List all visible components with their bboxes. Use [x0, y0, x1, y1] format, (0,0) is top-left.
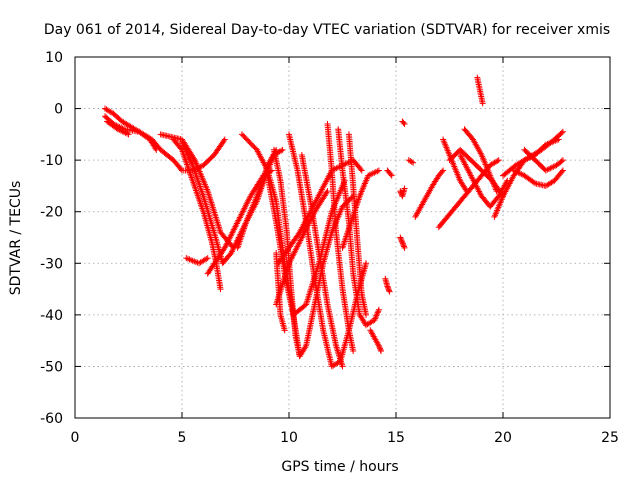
y-tick-label: -60 — [40, 411, 63, 427]
data-point-markers — [461, 126, 500, 195]
data-point-markers — [345, 131, 370, 318]
axis-ticks: 0 5 10 15 20 25 10 0 -10 -20 -30 -40 -50 -60 — [40, 50, 619, 446]
y-axis-label: SDTVAR / TECUs — [8, 181, 24, 296]
x-tick-label: 0 — [71, 430, 80, 446]
x-tick-label: 10 — [280, 430, 298, 446]
data-series-arc-39 — [521, 146, 566, 174]
chart-title: Day 061 of 2014, Sidereal Day-to-day VTE… — [44, 22, 610, 38]
data-point-markers — [183, 255, 211, 267]
y-tick-label: 10 — [45, 50, 63, 66]
data-series-arc-18 — [324, 121, 357, 354]
y-tick-label: -20 — [40, 205, 63, 221]
data-point-markers — [397, 185, 408, 200]
data-point-markers — [399, 118, 408, 128]
data-series-arc-35 — [474, 74, 486, 107]
data-series-arc-21 — [345, 131, 370, 318]
data-point-markers — [367, 327, 385, 354]
data-point-markers — [104, 118, 132, 138]
data-point-markers — [457, 152, 511, 210]
data-points — [102, 74, 566, 370]
data-series-arc-38 — [510, 167, 566, 189]
y-tick-label: -30 — [40, 256, 63, 272]
x-tick-label: 5 — [178, 430, 187, 446]
data-series-arc-27 — [397, 234, 408, 251]
data-point-markers — [324, 121, 357, 354]
data-series-arc-22 — [367, 327, 385, 354]
data-series-arc-25 — [399, 118, 408, 128]
y-tick-label: -10 — [40, 153, 63, 169]
data-point-markers — [397, 234, 408, 251]
data-series-arc-7 — [183, 255, 211, 267]
x-tick-label: 25 — [601, 430, 619, 446]
y-tick-label: -50 — [40, 359, 63, 375]
x-axis-label: GPS time / hours — [281, 459, 398, 475]
data-point-markers — [384, 167, 395, 179]
data-point-markers — [298, 152, 346, 370]
data-series-arc-23 — [384, 167, 395, 179]
data-point-markers — [405, 157, 417, 166]
data-series-arc-5 — [170, 136, 224, 293]
x-tick-label: 15 — [387, 430, 405, 446]
data-point-markers — [510, 167, 566, 189]
data-series-arc-34 — [461, 126, 500, 195]
x-tick-label: 20 — [494, 430, 512, 446]
data-series-arc-26 — [397, 185, 408, 200]
data-point-markers — [382, 275, 393, 295]
data-point-markers — [521, 146, 566, 174]
data-series-arc-3 — [104, 118, 132, 138]
data-series-arc-29 — [412, 167, 447, 220]
data-series-arc-33 — [457, 152, 511, 210]
data-series-arc-24 — [382, 275, 393, 295]
data-point-markers — [170, 136, 224, 293]
plot-frame — [74, 56, 611, 419]
data-point-markers — [474, 74, 486, 107]
y-tick-label: -40 — [40, 308, 63, 324]
data-point-markers — [412, 167, 447, 220]
data-series-arc-28 — [405, 157, 417, 166]
y-tick-label: 0 — [54, 102, 63, 118]
data-series-arc-17 — [298, 152, 346, 370]
